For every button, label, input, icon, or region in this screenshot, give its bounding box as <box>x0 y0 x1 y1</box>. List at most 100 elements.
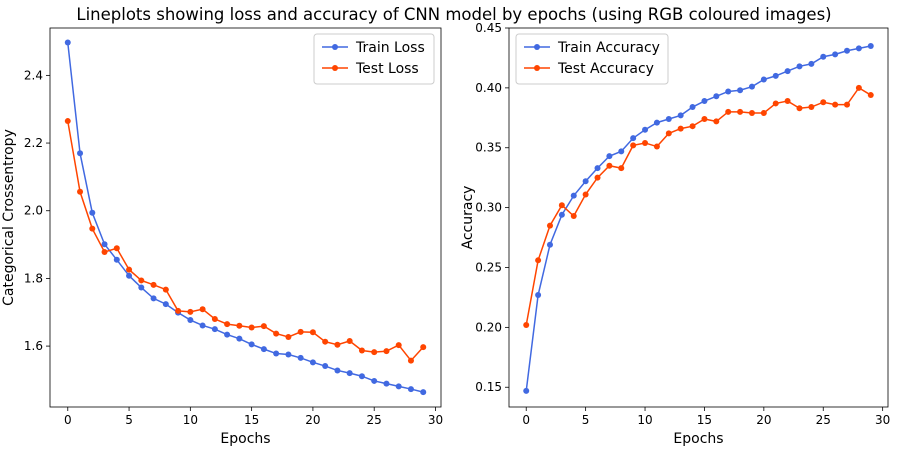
series-test-loss <box>64 118 427 364</box>
series-train-loss <box>64 39 427 396</box>
data-point <box>558 211 565 218</box>
data-point <box>346 370 353 377</box>
data-point <box>285 333 292 340</box>
x-tick-label: 30 <box>875 413 890 427</box>
x-tick-label: 25 <box>816 413 831 427</box>
data-point <box>618 148 625 155</box>
y-tick-label: 1.6 <box>24 339 43 353</box>
data-point <box>248 341 255 348</box>
y-tick-label: 2.2 <box>24 136 43 150</box>
data-point <box>760 110 767 117</box>
y-tick-label: 0.45 <box>475 21 502 35</box>
loss-chart: 0 5 10 15 20 25 30 1.6 1.8 2.0 2.2 2.4 Epochs Categor… <box>1 27 443 447</box>
data-point <box>89 209 96 216</box>
y-tick-label: 0.15 <box>475 380 502 394</box>
data-point <box>395 342 402 349</box>
data-point <box>820 99 827 106</box>
series-line <box>525 86 872 326</box>
y-axis-label: Categorical Crossentropy <box>1 129 17 306</box>
data-point <box>737 87 744 94</box>
data-point <box>832 101 839 108</box>
series-line <box>67 120 424 362</box>
data-point <box>784 98 791 105</box>
data-point <box>260 323 267 330</box>
data-point <box>653 143 660 150</box>
data-point <box>535 257 542 264</box>
data-point <box>582 178 589 185</box>
legend-label: Test Accuracy <box>557 61 654 77</box>
y-tick-label: 0.35 <box>475 141 502 155</box>
legend-entry: Train Loss <box>322 40 425 56</box>
x-axis-label: Epochs <box>220 431 270 447</box>
data-point <box>77 188 84 195</box>
legend-marker <box>534 44 540 50</box>
data-point <box>236 335 243 342</box>
data-point <box>677 125 684 132</box>
y-tick-label: 0.25 <box>475 260 502 274</box>
x-tick-label: 15 <box>697 413 712 427</box>
data-point <box>867 92 874 99</box>
data-point <box>546 222 553 229</box>
data-point <box>523 321 530 328</box>
data-point <box>796 63 803 70</box>
legend-entry: Train Accuracy <box>524 40 660 56</box>
series-line <box>525 45 871 391</box>
plot-frame <box>49 27 442 408</box>
data-point <box>808 104 815 111</box>
data-point <box>570 192 577 199</box>
data-point <box>772 100 779 107</box>
data-point <box>162 301 169 308</box>
legend-box <box>515 33 669 85</box>
data-point <box>582 191 589 198</box>
x-tick-label: 0 <box>64 413 72 427</box>
data-point <box>535 292 542 299</box>
x-tick-label: 5 <box>582 413 590 427</box>
data-point <box>77 150 84 157</box>
data-point <box>187 308 194 315</box>
data-point <box>844 47 851 54</box>
data-point <box>844 101 851 108</box>
data-point <box>737 108 744 115</box>
data-point <box>358 373 365 380</box>
data-point <box>606 153 613 160</box>
data-point <box>642 139 649 146</box>
data-point <box>273 330 280 337</box>
data-point <box>701 98 708 105</box>
data-point <box>126 272 133 279</box>
data-point <box>407 386 414 393</box>
y-tick-label: 2.0 <box>24 204 43 218</box>
plot-frame <box>508 27 889 408</box>
data-point <box>570 213 577 219</box>
data-point <box>113 256 120 263</box>
series-test-accuracy <box>523 84 874 328</box>
data-point <box>101 241 108 248</box>
data-point <box>89 225 96 232</box>
data-point <box>64 39 71 46</box>
data-point <box>558 202 565 209</box>
data-point <box>187 317 194 324</box>
data-point <box>407 357 414 364</box>
data-point <box>420 389 427 396</box>
data-point <box>322 363 329 370</box>
data-point <box>101 249 108 256</box>
y-tick-label: 0.40 <box>475 81 502 95</box>
data-point <box>383 348 390 355</box>
data-point <box>855 45 862 52</box>
data-point <box>796 105 803 112</box>
data-point <box>665 116 672 123</box>
data-point <box>689 123 696 130</box>
data-point <box>772 72 779 79</box>
data-point <box>383 380 390 387</box>
data-point <box>395 383 402 390</box>
data-point <box>150 281 157 288</box>
legend: Train Loss Test Loss <box>313 33 435 85</box>
y-tick-label: 2.4 <box>24 68 43 82</box>
data-point <box>594 174 601 181</box>
legend-label: Train Accuracy <box>557 40 660 56</box>
data-point <box>199 306 206 313</box>
x-axis-label: Epochs <box>673 431 723 447</box>
data-point <box>523 387 530 394</box>
data-point <box>642 126 649 133</box>
data-point <box>713 118 720 125</box>
